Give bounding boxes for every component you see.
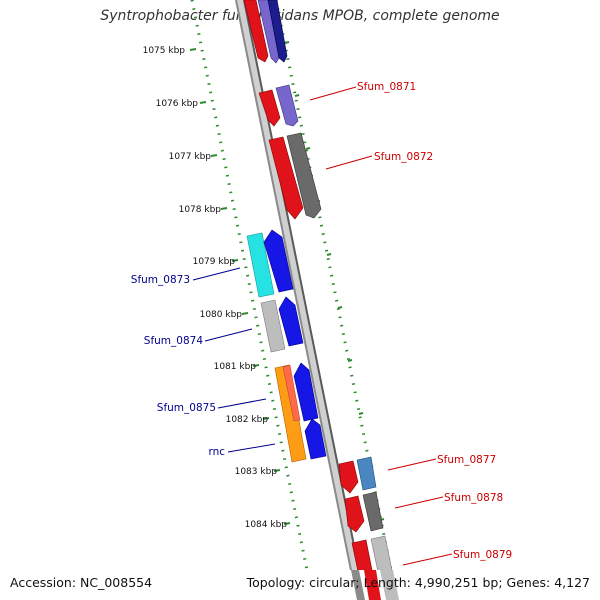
gene-label-rnc[interactable]: rnc	[208, 446, 225, 458]
gene-label-sfum-0875[interactable]: Sfum_0875	[157, 402, 216, 414]
reverse-genes	[246, 229, 327, 463]
gene-label-sfum-0877[interactable]: Sfum_0877	[437, 454, 496, 466]
gene-label-sfum-0873[interactable]: Sfum_0873	[131, 274, 190, 286]
gene-arrow-red[interactable]	[344, 495, 365, 533]
kbp-label: 1078 kbp	[179, 205, 222, 215]
genome-backbone	[236, 0, 359, 570]
topology-text: Topology: circular; Length: 4,990,251 bp…	[246, 575, 590, 590]
kbp-ruler	[190, 0, 309, 570]
gene-arrow-red[interactable]	[243, 0, 269, 63]
label-leaders	[192, 86, 453, 566]
gene-arrow-blue[interactable]	[263, 229, 294, 293]
gene-label-sfum-0874[interactable]: Sfum_0874	[144, 335, 204, 347]
gene-arrow-sfum-0879[interactable]	[370, 535, 398, 600]
kbp-label: 1077 kbp	[169, 152, 212, 162]
genome-backbone-line-left	[235, 0, 352, 570]
gene-label-sfum-0878[interactable]: Sfum_0878	[444, 492, 503, 504]
gene-arrow-red[interactable]	[338, 460, 359, 494]
gene-arrow-sfum-0875[interactable]	[293, 362, 319, 422]
gene-label-sfum-0872[interactable]: Sfum_0872	[374, 151, 433, 163]
kbp-label: 1080 kbp	[200, 310, 243, 320]
gene-arrow-lavender[interactable]	[257, 0, 280, 64]
bottom-continuation	[351, 570, 399, 600]
gene-arrow-red[interactable]	[258, 89, 281, 127]
gene-arrow-salmon[interactable]	[282, 364, 301, 422]
kbp-label: 1084 kbp	[245, 520, 288, 530]
kbp-ruler-ticks	[189, 48, 291, 525]
gene-arrow-sfum-0873[interactable]	[246, 232, 275, 298]
kbp-label: 1079 kbp	[193, 257, 236, 267]
gene-arrow-sfum-0878[interactable]	[362, 491, 384, 532]
kbp-label: 1076 kbp	[156, 99, 199, 109]
gene-arrow-sfum-0877[interactable]	[356, 456, 377, 491]
forward-genes	[243, 0, 398, 600]
kbp-label: 1081 kbp	[214, 362, 257, 372]
kbp-label: 1083 kbp	[235, 467, 278, 477]
kbp-label: 1075 kbp	[143, 46, 186, 56]
gene-arrow-sfum-0872[interactable]	[286, 132, 322, 219]
gene-arrow-navy[interactable]	[267, 0, 288, 63]
gene-arrow-rnc[interactable]	[274, 364, 307, 463]
kbp-label: 1082 kbp	[226, 415, 269, 425]
gene-label-sfum-0871[interactable]: Sfum_0871	[357, 81, 416, 93]
gene-arrow-sfum-0871[interactable]	[275, 84, 299, 127]
gene-arrow-blue[interactable]	[278, 296, 304, 347]
gene-arrow-red[interactable]	[268, 136, 304, 220]
gene-arrow-red[interactable]	[351, 539, 378, 600]
gene-arrow-blue[interactable]	[304, 418, 327, 460]
gene-label-sfum-0879[interactable]: Sfum_0879	[453, 549, 512, 561]
accession-text: Accession: NC_008554	[10, 575, 153, 590]
map-title: Syntrophobacter fumaroxidans MPOB, compl…	[100, 8, 500, 24]
gene-arrow-sfum-0874[interactable]	[260, 299, 286, 353]
